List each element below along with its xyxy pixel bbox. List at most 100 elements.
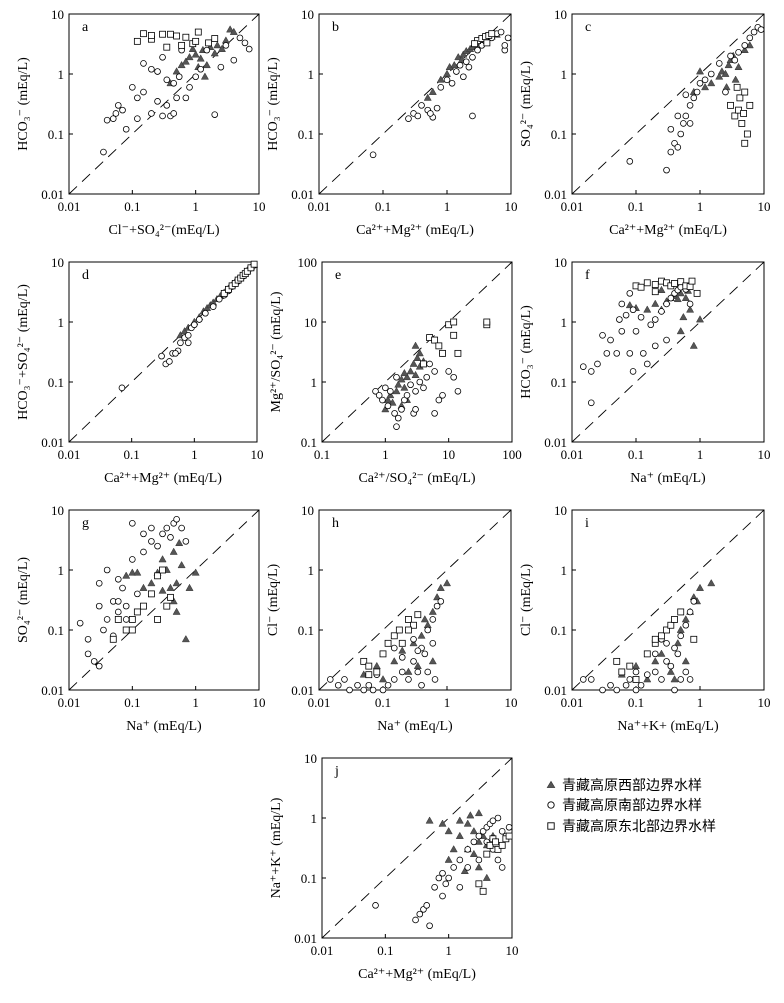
point-circle [393,373,400,381]
point-circle [505,823,513,831]
point-circle [429,640,437,647]
point-square [365,671,373,679]
point-triangle [715,72,724,80]
point-circle [671,644,678,652]
point-circle [632,686,640,694]
y-tick-label: 0.1 [298,127,314,142]
point-circle [95,662,103,670]
point-square [147,31,155,39]
point-circle [414,647,422,655]
point-circle [163,524,171,532]
point-circle [393,423,400,430]
plot-frame [321,757,513,939]
point-triangle [177,560,186,569]
point-circle [103,616,111,623]
point-triangle [191,50,200,58]
y-axis-label: HCO₃⁻ (mEq/L) [16,57,31,151]
point-circle [148,524,155,532]
point-triangle [444,827,453,835]
point-triangle [394,380,403,388]
point-square [439,349,446,357]
point-circle [170,110,178,117]
point-circle [354,681,361,689]
point-triangle [172,67,181,75]
y-tick-label: 0.01 [41,683,64,698]
y-tick-label: 10 [301,7,314,22]
point-triangle [643,305,652,313]
panel-e: 0.1 1 10 100 0.1 1 10 100 e Ca²⁺/SO₄²⁻ (mEq/L) Mg²… [269,255,522,486]
y-axis-label: SO₄²⁻ (mEq/L) [519,61,534,147]
point-triangle [133,568,142,576]
point-circle [134,115,141,122]
point-circle [426,922,433,930]
point-circle [398,654,406,661]
point-square [746,101,754,109]
point-circle [166,358,173,365]
point-square [205,39,212,47]
y-tick-label: 1 [561,67,568,82]
point-triangle [673,294,682,303]
point-square [379,650,387,658]
point-triangle [460,866,469,875]
y-tick-label: 1 [58,563,65,578]
point-circle [394,414,402,422]
point-triangle [670,675,679,683]
point-circle [384,681,392,689]
point-circle [76,619,84,627]
point-circle [202,309,209,317]
legend-circle-marker [547,801,555,809]
plot-frame [318,509,512,691]
point-circle [119,584,126,592]
point-circle [682,668,690,676]
x-tick-label: 0.1 [375,695,391,710]
point-circle [677,676,685,683]
point-square [651,288,659,296]
point-triangle [474,808,483,817]
point-square [475,880,483,888]
point-circle [365,681,373,689]
point-circle [215,295,223,303]
point-circle [494,814,502,822]
point-triangle [444,855,453,863]
point-circle [412,916,419,924]
point-circle [167,534,174,541]
point-triangle [701,83,710,91]
point-square [688,277,696,285]
plot-frame [68,509,260,691]
point-circle [423,373,431,381]
point-circle [439,869,446,877]
point-square [128,626,136,634]
point-circle [464,846,472,853]
point-square [373,668,381,676]
point-circle [391,410,398,417]
point-triangle [657,649,666,657]
point-square [163,602,171,610]
point-square [731,112,739,120]
point-circle [727,52,734,60]
point-circle [163,76,171,84]
point-circle [431,676,439,683]
point-circle [424,668,432,676]
point-triangle [420,615,429,623]
point-triangle [147,579,156,587]
one-to-one-line [571,261,765,443]
y-tick-label: 1 [58,67,65,82]
point-circle [379,396,386,404]
point-square [128,616,136,623]
point-triangle [413,353,422,361]
point-square [384,639,392,647]
point-circle [159,112,166,120]
x-tick-label: 0.01 [561,447,584,462]
point-triangle [400,383,409,391]
point-circle [479,828,487,835]
legend: 青藏高原西部边界水样 青藏高原南部边界水样 青藏高原东北部边界水样 [546,777,716,835]
point-circle [217,63,225,71]
x-tick-label: 10 [505,199,518,214]
x-tick-label: 0.1 [628,199,644,214]
point-circle [118,384,126,392]
point-circle [439,392,446,399]
point-circle [184,339,192,347]
point-triangle [651,299,660,307]
panel-label: g [82,516,89,531]
point-circle [372,387,379,395]
